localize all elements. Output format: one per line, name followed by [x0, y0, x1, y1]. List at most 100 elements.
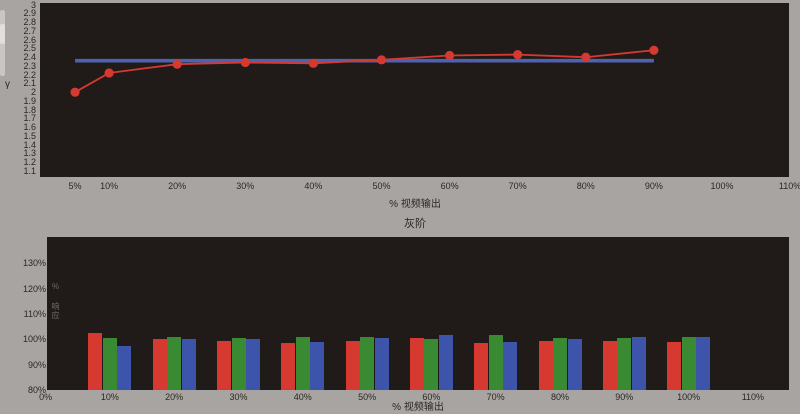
gamma-ytick-label: 2.4	[23, 52, 36, 63]
grayscale-ytick-label: 80%	[27, 385, 46, 395]
bar-red	[88, 332, 103, 390]
grayscale-ytick-label: 110%	[23, 308, 46, 319]
scrollbar-thumb[interactable]	[0, 24, 5, 44]
gamma-ytick-label: 2.9	[23, 8, 36, 19]
bar-green	[231, 337, 246, 390]
gamma-data-point	[649, 45, 659, 55]
gamma-ytick-label: 2.3	[23, 60, 36, 71]
bar-blue	[374, 337, 389, 390]
bar-red	[281, 343, 296, 390]
bar-green	[553, 337, 567, 390]
grayscale-ytick-label: 90%	[27, 359, 46, 370]
gamma-data-point	[376, 55, 387, 65]
gamma-data-point	[70, 87, 80, 97]
gamma-line-plot	[70, 45, 659, 97]
gamma-ytick-label: 1.6	[23, 122, 36, 133]
gamma-xtick-label: 20%	[168, 181, 187, 191]
gamma-data-point	[308, 58, 318, 68]
gamma-xtick-label: 50%	[372, 181, 391, 191]
measured-gamma-line	[74, 49, 654, 93]
gamma-xtick-label: 60%	[440, 181, 459, 191]
gamma-data-point	[240, 57, 250, 68]
bar-blue	[631, 336, 646, 390]
grayscale-y-axis-label: % 响应	[51, 282, 60, 320]
bar-red	[409, 337, 424, 390]
bar-blue	[438, 335, 453, 390]
bar-green	[617, 337, 632, 390]
gamma-ytick-label: 2	[30, 87, 36, 98]
gamma-ytick-label: 1.1	[23, 165, 36, 176]
grayscale-xtick-label: 40%	[293, 392, 312, 402]
grayscale-xtick-label: 50%	[358, 392, 377, 402]
bar-red	[152, 339, 167, 390]
bar-blue	[310, 341, 325, 390]
bar-green	[102, 337, 117, 390]
bar-blue	[503, 341, 518, 390]
gamma-data-point	[172, 59, 182, 69]
gamma-ytick-label: 1.3	[23, 148, 36, 159]
gamma-ytick-label: 1.4	[23, 139, 36, 150]
grayscale-ytick-label: 120%	[22, 283, 46, 294]
gamma-ytick-label: 2.7	[23, 25, 36, 36]
bar-red	[345, 340, 360, 390]
grayscale-chart-title: 灰阶	[404, 218, 426, 230]
bar-green	[424, 339, 439, 390]
bar-red	[667, 341, 682, 390]
gamma-y-axis-label: γ	[5, 79, 10, 90]
gamma-ytick-label: 2.1	[23, 78, 36, 89]
gamma-x-axis-title: % 视频输出	[389, 199, 441, 210]
gamma-ytick-label: 1.5	[23, 130, 36, 141]
grayscale-xtick-label: 30%	[229, 392, 248, 402]
gamma-data-point	[513, 49, 523, 60]
bar-green	[488, 335, 503, 390]
bar-blue	[246, 339, 260, 390]
gamma-xtick-label: 40%	[304, 181, 323, 191]
grayscale-ytick-label: 130%	[22, 258, 46, 269]
grayscale-xtick-label: 60%	[422, 392, 441, 402]
gamma-xtick-label: 110%	[778, 181, 800, 191]
gamma-ytick-label: 1.9	[23, 95, 36, 106]
gamma-ytick-label: 2.5	[23, 43, 36, 54]
bar-green	[295, 336, 310, 390]
grayscale-xtick-label: 100%	[677, 392, 701, 402]
gamma-xtick-label: 70%	[508, 181, 527, 191]
grayscale-ytick-label: 100%	[22, 334, 46, 345]
bar-blue	[181, 339, 196, 390]
bar-green	[167, 336, 182, 390]
gamma-xtick-label: 80%	[576, 181, 595, 191]
gamma-data-point	[104, 68, 114, 78]
grayscale-xtick-label: 90%	[615, 392, 634, 402]
gamma-ytick-label: 2.2	[23, 69, 36, 80]
gamma-ytick-label: 3	[30, 0, 36, 10]
bar-blue	[117, 345, 132, 390]
grayscale-plot-area: % 响应	[47, 237, 789, 390]
grayscale-xtick-label: 10%	[100, 392, 119, 402]
bar-red	[217, 340, 231, 390]
bar-red	[474, 343, 489, 390]
gamma-ytick-label: 1.2	[23, 157, 36, 168]
gamma-ytick-label: 2.6	[23, 34, 36, 45]
grayscale-xtick-label: 0%	[39, 392, 53, 402]
grayscale-x-axis-title: % 视频输出	[392, 402, 444, 413]
gamma-ytick-label: 1.8	[23, 104, 36, 115]
gamma-ytick-label: 1.7	[23, 113, 36, 124]
grayscale-xtick-label: 20%	[165, 392, 184, 402]
bar-blue	[567, 339, 582, 390]
bar-green	[681, 336, 696, 390]
bar-green	[360, 336, 375, 390]
bar-red	[538, 340, 553, 390]
gamma-xtick-label: 90%	[644, 181, 663, 191]
gamma-xtick-label: 100%	[710, 181, 734, 191]
bar-red	[602, 340, 617, 390]
grayscale-xtick-label: 80%	[550, 392, 569, 402]
grayscale-xtick-label: 70%	[486, 392, 505, 402]
gamma-xtick-label: 10%	[100, 181, 119, 191]
gamma-ytick-label: 2.8	[23, 17, 36, 28]
gamma-xtick-label: 5%	[68, 181, 82, 191]
gamma-data-point	[581, 52, 591, 62]
gamma-plot-area	[40, 3, 789, 177]
bar-blue	[696, 336, 711, 390]
gamma-data-point	[445, 50, 455, 61]
grayscale-xtick-label: 110%	[741, 392, 765, 402]
